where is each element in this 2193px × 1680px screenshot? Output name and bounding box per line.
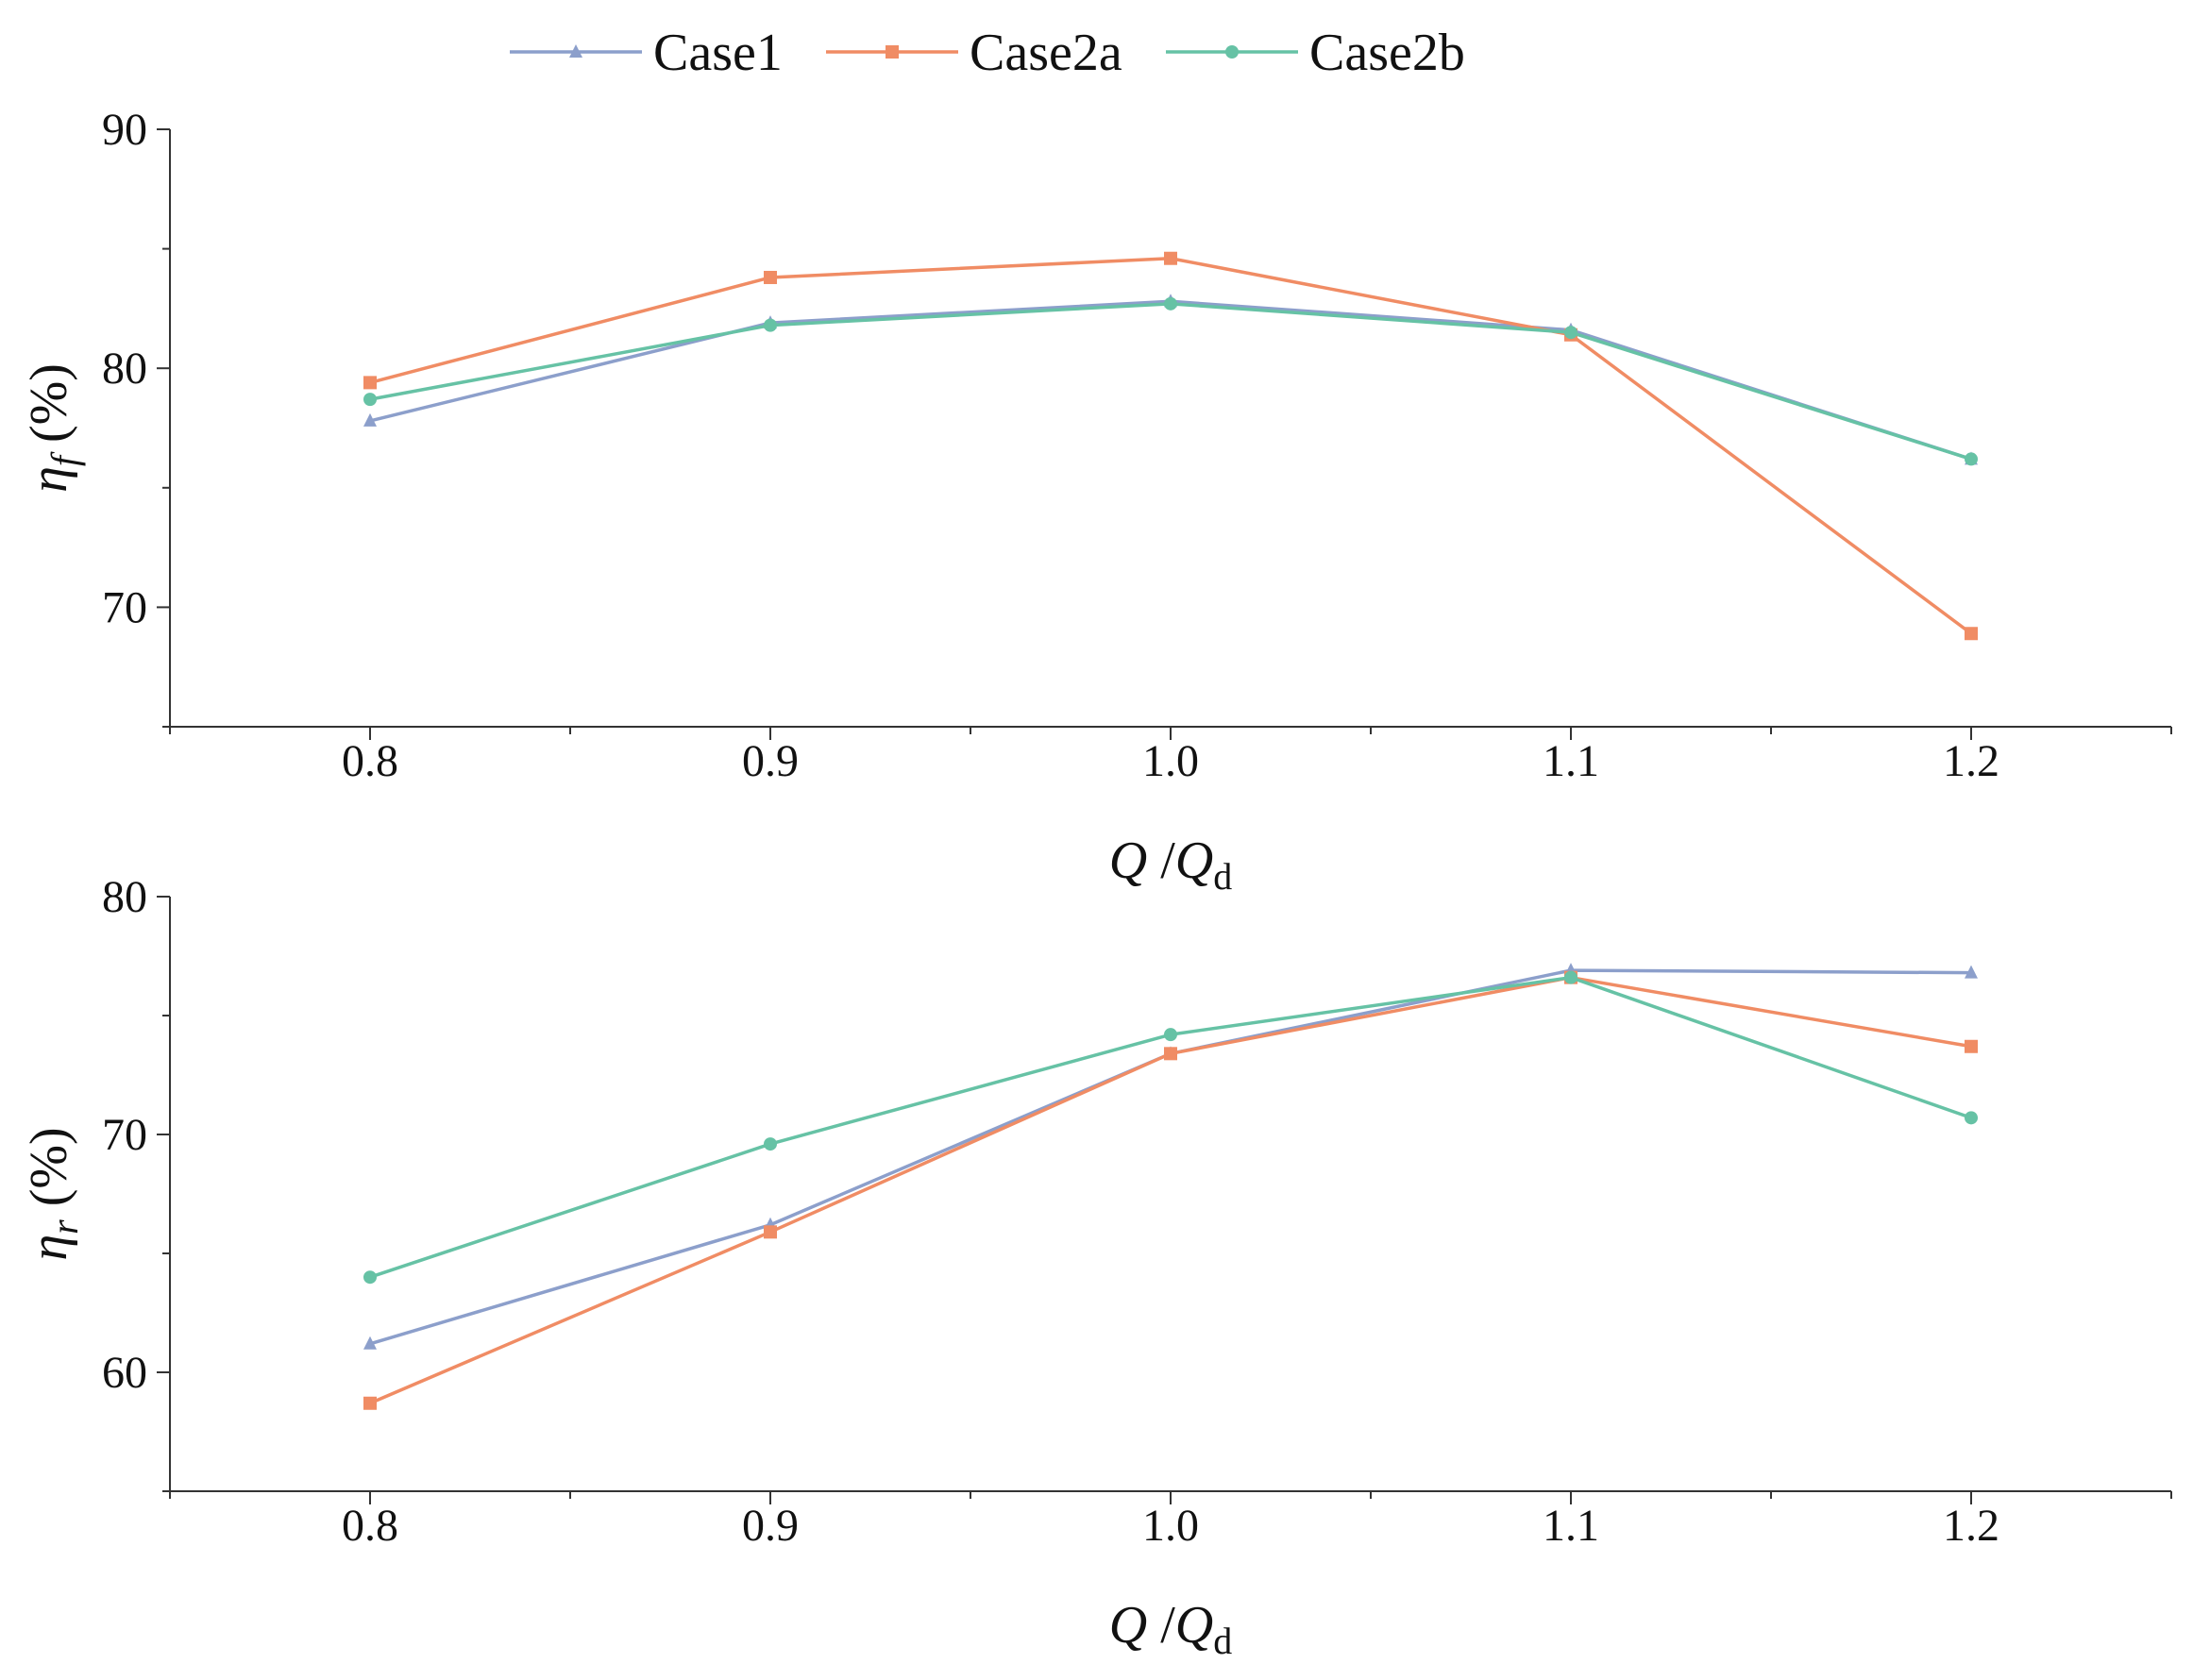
data-point-case2a xyxy=(1164,1047,1177,1061)
x-tick-label: 0.8 xyxy=(342,736,398,786)
y-tick-label: 60 xyxy=(102,1348,147,1398)
y-tick-label: 70 xyxy=(102,1110,147,1160)
legend-marker-triangle xyxy=(569,44,582,58)
data-point-case2b xyxy=(764,318,777,332)
y-tick-label: 80 xyxy=(102,872,147,922)
data-point-case2b xyxy=(1564,326,1577,340)
data-point-case2b xyxy=(1164,1028,1177,1042)
y-axis-title: ηf (%) xyxy=(20,363,86,493)
data-point-case2a xyxy=(1164,251,1177,265)
data-point-case2b xyxy=(363,1270,377,1285)
series-line-case1 xyxy=(369,968,1972,1346)
x-axis-title: Q /Qd xyxy=(1109,832,1232,898)
data-point-case2b xyxy=(1164,296,1177,311)
data-point-case2b xyxy=(1965,452,1978,466)
legend-marker-circle xyxy=(1225,45,1239,59)
x-tick-label: 0.9 xyxy=(742,736,799,786)
legend-item-case2a: Case2a xyxy=(826,24,1122,82)
series-line-case2b xyxy=(369,302,1972,462)
y-tick-label: 70 xyxy=(102,582,147,632)
legend-item-case2b: Case2b xyxy=(1166,24,1465,82)
x-tick-label: 1.0 xyxy=(1142,1501,1199,1551)
series-line-case2a xyxy=(369,975,1972,1405)
data-point-case2b xyxy=(1564,970,1577,984)
legend: Case1 Case2a Case2b xyxy=(510,24,1465,82)
series-line-case1 xyxy=(369,299,1972,462)
data-point-case2a xyxy=(363,376,377,390)
x-tick-label: 0.8 xyxy=(342,1501,398,1551)
legend-label: Case2a xyxy=(970,24,1122,82)
series-line-case2b xyxy=(369,975,1972,1279)
data-point-case2a xyxy=(363,1396,377,1410)
legend-label: Case2b xyxy=(1309,24,1465,82)
data-point-case2a xyxy=(1965,1039,1978,1053)
y-tick-label: 90 xyxy=(102,105,147,155)
series-line-case2a xyxy=(369,256,1973,635)
data-point-case2a xyxy=(764,1225,777,1239)
data-point-case2b xyxy=(363,393,377,407)
legend-marker-square xyxy=(886,45,899,59)
data-point-case2a xyxy=(1965,627,1978,641)
x-tick-label: 1.1 xyxy=(1543,736,1599,786)
data-point-case1 xyxy=(1965,965,1978,979)
data-point-case1 xyxy=(363,1336,377,1350)
x-tick-label: 0.9 xyxy=(742,1501,799,1551)
x-tick-label: 1.2 xyxy=(1943,736,1999,786)
efficiency-f-chart: 70 80 90 0.8 0.9 1.0 1.1 1.2 Q /Qd ηf (%) xyxy=(20,105,2172,898)
data-point-case2b xyxy=(764,1137,777,1151)
efficiency-r-chart: 60 70 80 0.8 0.9 1.0 1.1 1.2 Q /Qd ηr (%) xyxy=(20,872,2172,1662)
legend-item-case1: Case1 xyxy=(510,24,783,82)
legend-label: Case1 xyxy=(653,24,783,82)
data-point-case1 xyxy=(363,412,377,427)
x-axis-title: Q /Qd xyxy=(1109,1596,1232,1662)
x-tick-label: 1.2 xyxy=(1943,1501,1999,1551)
x-tick-label: 1.1 xyxy=(1543,1501,1599,1551)
data-point-case2a xyxy=(764,270,777,284)
data-point-case2b xyxy=(1965,1111,1978,1125)
y-axis-title: ηr (%) xyxy=(20,1127,86,1260)
y-tick-label: 80 xyxy=(102,344,147,394)
x-tick-label: 1.0 xyxy=(1142,736,1199,786)
